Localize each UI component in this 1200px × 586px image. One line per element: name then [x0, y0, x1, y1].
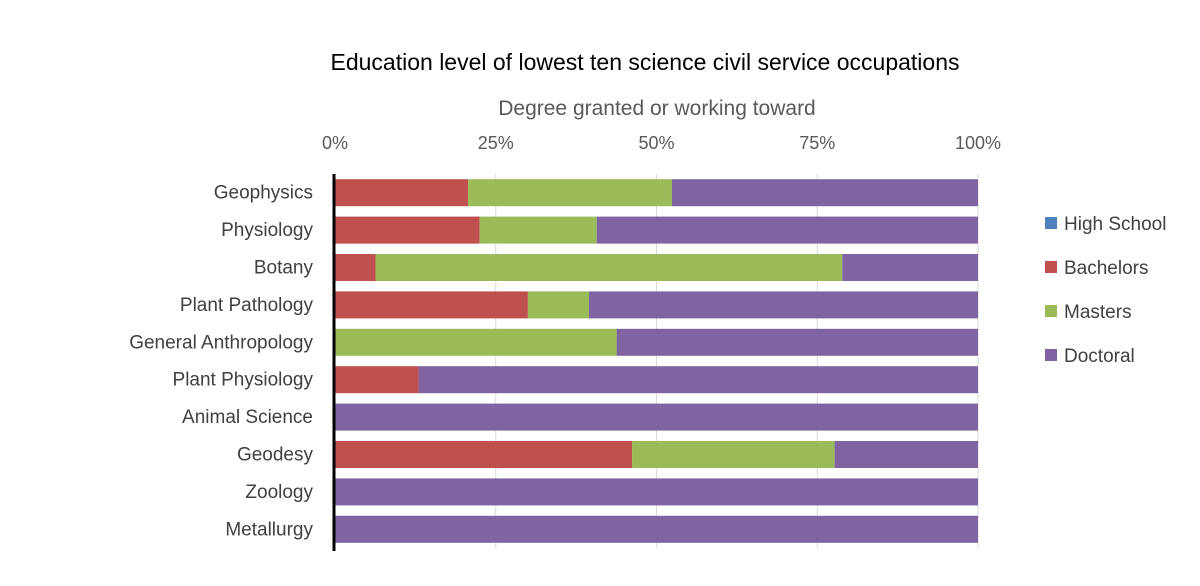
bar-segment: [335, 515, 978, 543]
bar-segment: [632, 441, 835, 468]
bar-segment: [335, 441, 633, 468]
x-tick-label: 50%: [638, 133, 674, 153]
bar-segment: [418, 366, 979, 394]
bar-segment: [842, 254, 978, 281]
legend-swatch: [1045, 217, 1057, 229]
bar-segment: [335, 291, 528, 319]
bar-segment: [616, 328, 978, 356]
legend-label: Masters: [1064, 302, 1132, 323]
bar-segment: [479, 216, 597, 244]
y-category-label: Plant Pathology: [180, 295, 314, 316]
x-tick-label: 100%: [955, 133, 1001, 153]
y-category-label: Geophysics: [214, 183, 313, 204]
chart-title: Education level of lowest ten science ci…: [331, 49, 960, 75]
legend-label: Doctoral: [1064, 346, 1135, 367]
bar-segment: [596, 216, 978, 244]
y-category-label: Metallurgy: [225, 519, 313, 540]
legend: High School Bachelors Masters Doctoral: [1045, 214, 1166, 367]
y-category-label: Zoology: [245, 482, 313, 503]
x-tick-label: 0%: [322, 133, 348, 153]
y-category-label: Geodesy: [237, 445, 314, 466]
bar-segment: [335, 216, 480, 244]
y-category-label: General Anthropology: [129, 332, 313, 353]
bar-segment: [468, 179, 672, 207]
legend-swatch: [1045, 261, 1057, 273]
y-category-label: Animal Science: [182, 407, 313, 428]
bar-segment: [335, 478, 978, 506]
legend-swatch: [1045, 305, 1057, 317]
bar-segment: [335, 179, 469, 207]
x-tick-label: 75%: [799, 133, 835, 153]
legend-label: High School: [1064, 214, 1166, 235]
bar-segment: [671, 179, 978, 207]
axes: 0% 25% 50% 75% 100% Geophysics Physiology Botan…: [129, 133, 1001, 551]
y-category-label: Physiology: [221, 220, 313, 241]
x-axis-title: Degree granted or working toward: [498, 97, 816, 120]
bar-segment: [527, 291, 589, 319]
bar-segment: [335, 403, 978, 431]
bar-segment: [375, 254, 843, 281]
bar-segment: [335, 328, 617, 356]
legend-label: Bachelors: [1064, 258, 1149, 279]
bar-segment: [335, 254, 376, 281]
bar-segment: [834, 441, 978, 468]
y-category-label: Plant Physiology: [173, 370, 314, 391]
legend-swatch: [1045, 349, 1057, 361]
bars: [335, 179, 979, 543]
bar-segment: [588, 291, 978, 319]
x-tick-label: 25%: [478, 133, 514, 153]
y-category-label: Botany: [254, 258, 314, 279]
bar-segment: [335, 366, 419, 394]
